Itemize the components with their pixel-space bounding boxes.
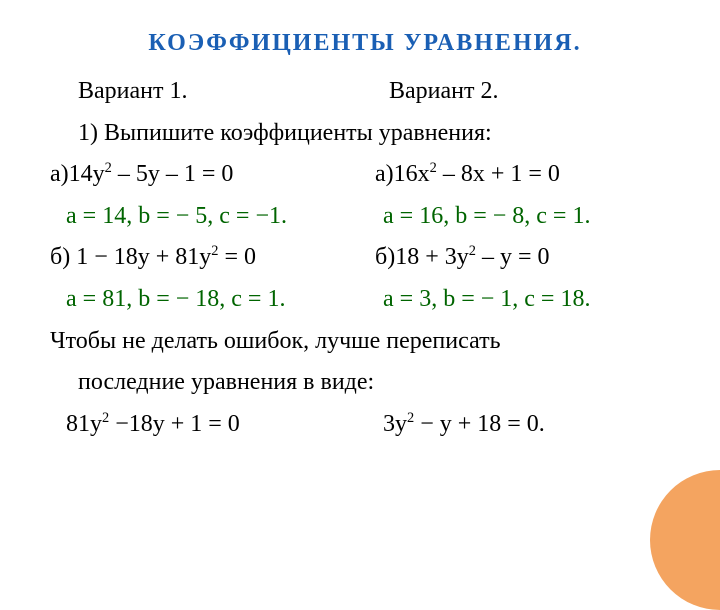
answer-row-a: а = 14, b = − 5, c = −1. а = 16, b = − 8… — [50, 200, 680, 234]
right-ans-a: а = 16, b = − 8, c = 1. — [363, 200, 680, 234]
left-ans-a: а = 14, b = − 5, c = −1. — [66, 200, 363, 234]
rewrite-row: 81у2 −18у + 1 = 0 3у2 − у + 18 = 0. — [50, 408, 680, 442]
right-eq-a: а)16х2 – 8х + 1 = 0 — [355, 158, 680, 192]
right-eq-b: б)18 + 3у2 – у = 0 — [355, 241, 680, 275]
variant-2-label: Вариант 2. — [369, 75, 680, 109]
answer-row-b: а = 81, b = − 18, c = 1. а = 3, b = − 1,… — [50, 283, 680, 317]
variant-1-label: Вариант 1. — [78, 75, 369, 109]
left-ans-b: а = 81, b = − 18, c = 1. — [66, 283, 363, 317]
slide-title: КОЭФФИЦИЕНТЫ УРАВНЕНИЯ. — [50, 30, 680, 57]
rewrite-left: 81у2 −18у + 1 = 0 — [66, 408, 363, 442]
sup-icon: 2 — [430, 160, 437, 176]
sup-icon: 2 — [105, 160, 112, 176]
sup-icon: 2 — [469, 243, 476, 259]
right-eq-a-pre: а)16х — [375, 161, 430, 187]
left-eq-b: б) 1 − 18у + 81у2 = 0 — [50, 241, 355, 275]
variants-row: Вариант 1. Вариант 2. — [50, 75, 680, 109]
left-eq-a-post: – 5у – 1 = 0 — [112, 161, 234, 187]
slide-content: КОЭФФИЦИЕНТЫ УРАВНЕНИЯ. Вариант 1. Вариа… — [0, 0, 720, 479]
advice-line-1: Чтобы не делать ошибок, лучше переписать — [50, 325, 680, 359]
left-eq-b-post: = 0 — [218, 244, 256, 270]
left-eq-a-pre: а)14у — [50, 161, 105, 187]
left-eq-a: а)14у2 – 5у – 1 = 0 — [50, 158, 355, 192]
equation-row-b: б) 1 − 18у + 81у2 = 0 б)18 + 3у2 – у = 0 — [50, 241, 680, 275]
right-ans-b: а = 3, b = − 1, c = 18. — [363, 283, 680, 317]
rewrite-left-post: −18у + 1 = 0 — [109, 411, 240, 437]
task-text: 1) Выпишите коэффициенты уравнения: — [50, 117, 680, 151]
right-eq-b-pre: б)18 + 3у — [375, 244, 469, 270]
advice-line-2: последние уравнения в виде: — [50, 366, 680, 400]
right-eq-a-post: – 8х + 1 = 0 — [437, 161, 560, 187]
rewrite-right: 3у2 − у + 18 = 0. — [363, 408, 680, 442]
equation-row-a: а)14у2 – 5у – 1 = 0 а)16х2 – 8х + 1 = 0 — [50, 158, 680, 192]
rewrite-right-pre: 3у — [383, 411, 407, 437]
right-eq-b-post: – у = 0 — [476, 244, 550, 270]
corner-decoration-icon — [650, 470, 720, 610]
rewrite-left-pre: 81у — [66, 411, 102, 437]
left-eq-b-pre: б) 1 − 18у + 81у — [50, 244, 211, 270]
rewrite-right-post: − у + 18 = 0. — [414, 411, 545, 437]
